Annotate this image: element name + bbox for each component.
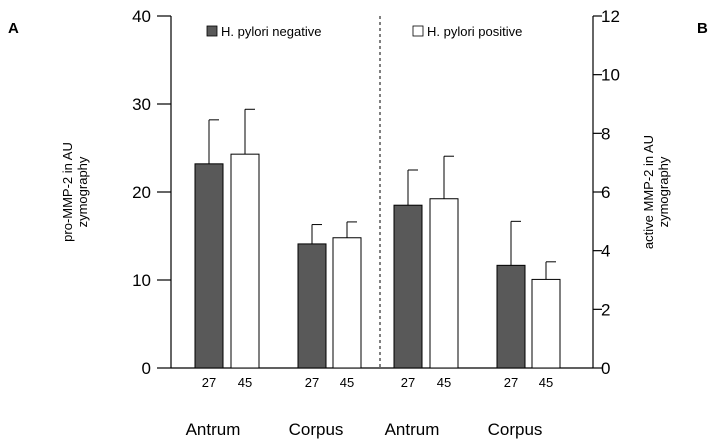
y-tick-label-right: 12 [601,7,620,26]
legend-label-positive: H. pylori positive [427,24,522,39]
panel-label-a: A [8,20,19,37]
sample-size-label: 27 [305,375,319,390]
category-label: Corpus [289,420,344,439]
y-tick-label-left: 20 [132,183,151,202]
y-axis-title-left-line1: pro-MMP-2 in AU [60,142,75,242]
category-label: Antrum [186,420,241,439]
plot-area: 0 10 20 30 40 27 45 Antrum 27 45 Corpus 0 2 4 6 8 10 12 27… [132,7,620,439]
sample-size-label: 45 [238,375,252,390]
sample-size-label: 45 [437,375,451,390]
legend-swatch-negative [206,25,218,37]
bar [531,278,561,369]
y-axis-title-right-line2: zymography [656,156,671,227]
y-tick-label-right: 2 [601,300,610,319]
y-axis-title-left: pro-MMP-2 in AU zymography [60,142,90,242]
bar [496,264,526,369]
bar [297,243,327,369]
y-axis-title-right: active MMP-2 in AU zymography [641,135,671,249]
y-tick-label-left: 10 [132,271,151,290]
y-tick-label-right: 10 [601,66,620,85]
sample-size-label: 27 [202,375,216,390]
y-tick-label-right: 0 [601,359,610,378]
y-tick-label-left: 0 [142,359,151,378]
legend-label-negative: H. pylori negative [221,24,321,39]
bar [194,163,224,369]
bar [230,153,260,369]
y-axis-title-right-line1: active MMP-2 in AU [641,135,656,249]
y-tick-label-right: 4 [601,242,610,261]
bar [393,204,423,369]
y-tick-label-left: 40 [132,7,151,26]
sample-size-label: 27 [401,375,415,390]
category-label: Corpus [488,420,543,439]
y-tick-label-right: 6 [601,183,610,202]
bar [429,198,459,369]
legend-swatch-positive [412,25,424,37]
y-tick-label-right: 8 [601,124,610,143]
bar [332,237,362,369]
panel-label-b: B [697,20,708,37]
sample-size-label: 45 [539,375,553,390]
category-label: Antrum [385,420,440,439]
sample-size-label: 27 [504,375,518,390]
y-tick-label-left: 30 [132,95,151,114]
sample-size-label: 45 [340,375,354,390]
y-axis-title-left-line2: zymography [75,156,90,227]
